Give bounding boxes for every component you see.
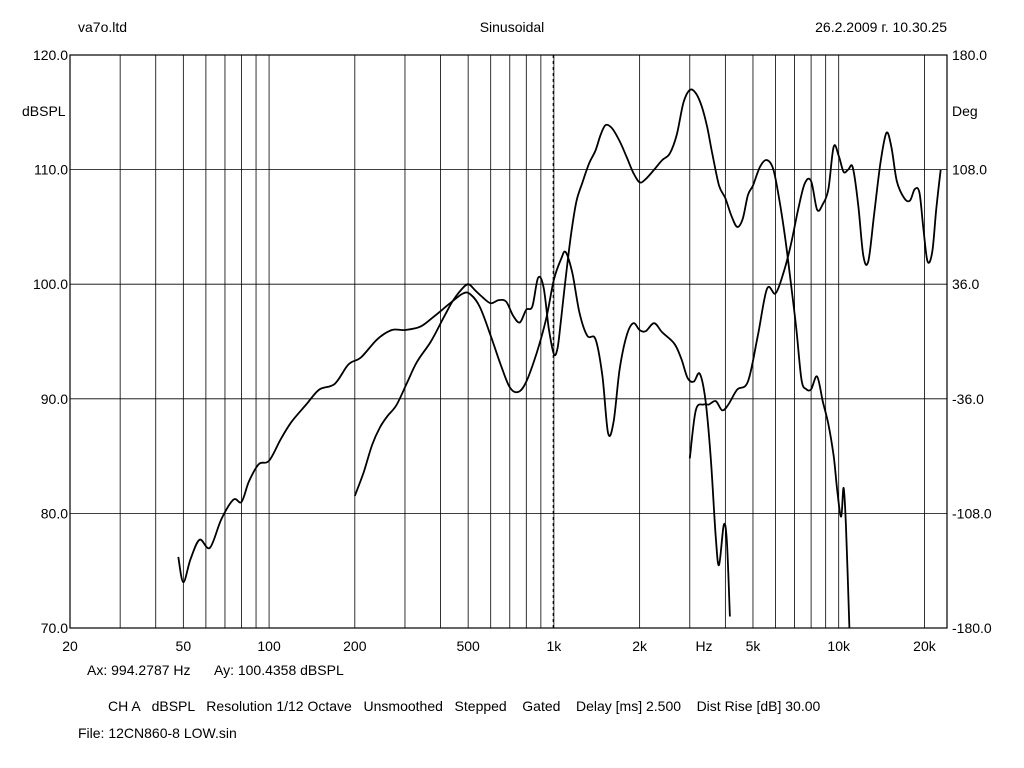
- y-tick-label: 90.0: [41, 391, 68, 407]
- y-tick-label: 80.0: [41, 505, 68, 521]
- y2-tick-label: 108.0: [952, 162, 987, 178]
- y2-tick-label: 36.0: [952, 276, 979, 292]
- y2-axis-title: Deg: [952, 103, 978, 119]
- y2-tick-label: 180.0: [952, 47, 987, 63]
- x-axis-labels: 20 50 100 200 500 1k 2k 5k 10k 20k: [62, 638, 937, 654]
- cursor-x-readout: Ax: 994.2787 Hz: [87, 662, 191, 678]
- x-tick-label: 10k: [827, 638, 851, 654]
- y-tick-label: 110.0: [34, 162, 68, 178]
- cursor-y-readout: Ay: 100.4358 dBSPL: [214, 662, 344, 678]
- chart-grid: [70, 55, 947, 628]
- trace-0: [177, 250, 731, 617]
- header-timestamp: 26.2.2009 г. 10.30.25: [815, 19, 947, 35]
- x-tick-label: 1k: [546, 638, 562, 654]
- x-tick-label: 100: [257, 638, 281, 654]
- header-left: va7o.ltd: [78, 19, 128, 35]
- file-name: File: 12CN860-8 LOW.sin: [78, 725, 237, 741]
- y2-tick-label: -36.0: [952, 391, 984, 407]
- y2-tick-label: -108.0: [952, 505, 992, 521]
- x-tick-label: 500: [456, 638, 480, 654]
- y-axis-title: dBSPL: [22, 103, 66, 119]
- response-traces: [177, 88, 942, 629]
- y-axis-labels: 70.0 80.0 90.0 100.0 110.0 120.0: [33, 47, 68, 636]
- y-tick-label: 120.0: [33, 47, 68, 63]
- plot-frame: [69, 54, 948, 629]
- x-tick-label: 5k: [746, 638, 762, 654]
- y-tick-label: 100.0: [33, 276, 68, 292]
- y2-axis-labels: -180.0 -108.0 -36.0 36.0 108.0 180.0: [952, 47, 992, 636]
- measurement-settings: CH A dBSPL Resolution 1/12 Octave Unsmoo…: [108, 698, 821, 714]
- x-axis-unit: Hz: [695, 638, 712, 654]
- trace-1: [688, 131, 942, 459]
- header-title: Sinusoidal: [479, 19, 545, 35]
- x-tick-label: 20: [62, 638, 78, 654]
- y2-tick-label: -180.0: [952, 620, 992, 636]
- y-tick-label: 70.0: [41, 620, 68, 636]
- x-tick-label: 20k: [913, 638, 937, 654]
- x-tick-label: 200: [343, 638, 367, 654]
- x-tick-label: 2k: [632, 638, 648, 654]
- x-tick-label: 50: [176, 638, 192, 654]
- trace-2: [353, 88, 851, 629]
